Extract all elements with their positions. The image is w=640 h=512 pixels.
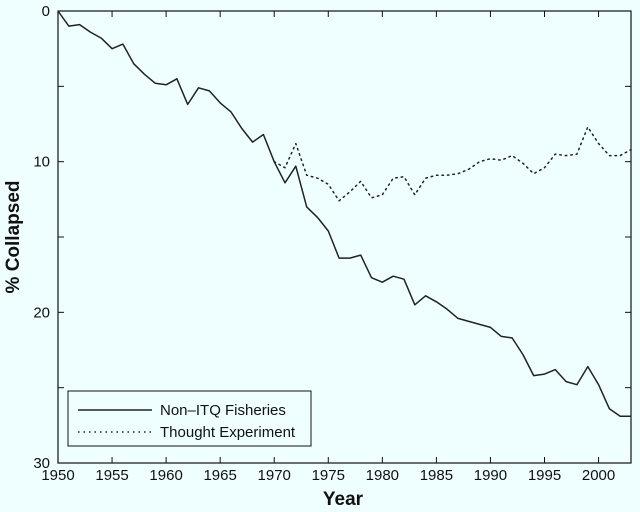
x-tick-label: 1995 <box>528 467 561 484</box>
series-line-1 <box>273 126 632 202</box>
y-tick-label: 30 <box>33 455 50 472</box>
x-axis-label: Year <box>323 489 364 510</box>
y-tick-label: 10 <box>33 154 50 171</box>
x-tick-label: 1975 <box>312 467 345 484</box>
x-tick-label: 1985 <box>420 467 453 484</box>
x-tick-label: 1960 <box>149 467 182 484</box>
legend-label-1: Thought Experiment <box>160 424 296 441</box>
x-tick-label: 1955 <box>95 467 128 484</box>
x-tick-label: 1980 <box>366 467 399 484</box>
x-tick-label: 1990 <box>474 467 507 484</box>
legend-label-0: Non–ITQ Fisheries <box>160 402 286 419</box>
x-tick-label: 2000 <box>582 467 615 484</box>
legend-box <box>67 390 312 447</box>
x-tick-label: 1965 <box>203 467 236 484</box>
x-tick-label: 1950 <box>41 467 74 484</box>
x-tick-label: 1970 <box>258 467 291 484</box>
series-line-0 <box>57 10 631 418</box>
y-axis-label: % Collapsed <box>3 181 24 294</box>
axes: 1950 1955 1960 1965 1970 1975 1980 1985 1990 1995… <box>33 3 632 484</box>
y-tick-label: 0 <box>42 3 50 20</box>
legend: Non–ITQ Fisheries Thought Experiment <box>67 390 312 447</box>
series-group <box>57 10 632 418</box>
y-tick-label: 20 <box>33 304 50 321</box>
